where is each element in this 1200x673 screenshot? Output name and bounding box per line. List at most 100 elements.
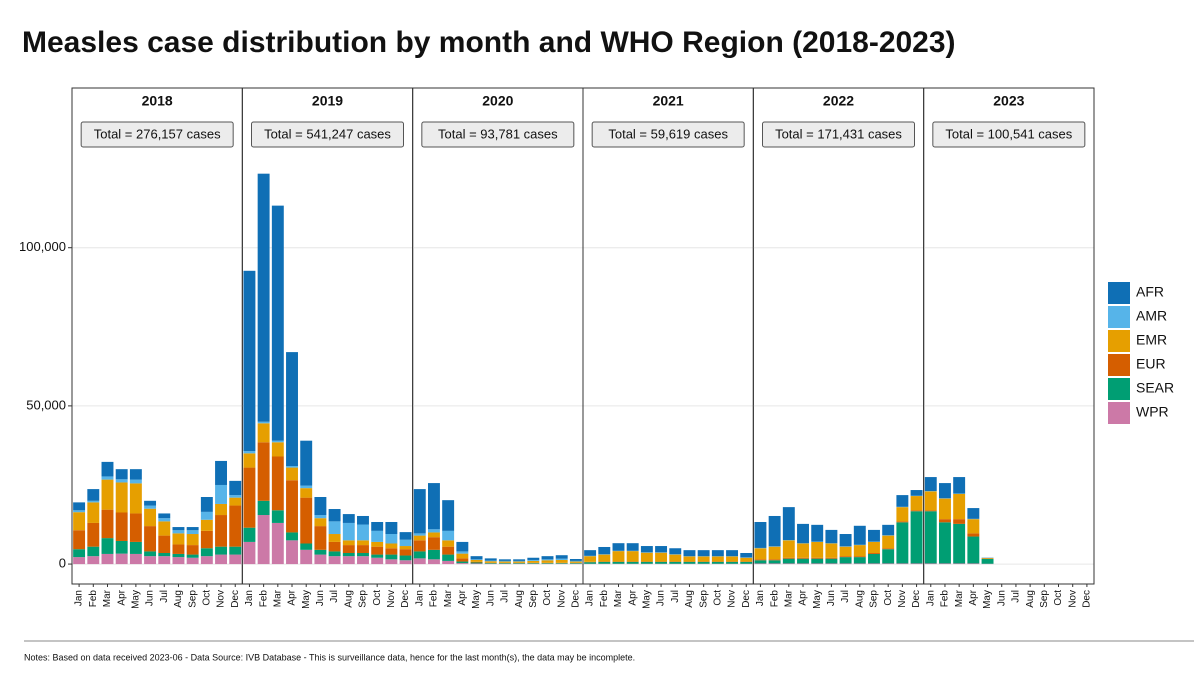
bar-segment	[158, 535, 171, 553]
bar-segment	[797, 523, 809, 544]
bar-segment	[342, 514, 355, 523]
bar-segment	[73, 510, 86, 513]
bar-segment	[555, 555, 568, 559]
bar-segment	[87, 522, 100, 547]
bar-segment	[924, 491, 937, 511]
bar-segment	[101, 509, 114, 539]
bar-segment	[286, 467, 298, 481]
legend-swatch	[1108, 354, 1130, 376]
bar-segment	[172, 527, 185, 531]
x-tick-label: Feb	[429, 590, 440, 608]
x-tick-label: Dec	[1082, 590, 1093, 608]
x-tick-label: Jan	[74, 590, 85, 606]
x-tick-label: Feb	[88, 590, 99, 608]
bar-segment	[924, 563, 937, 565]
panel-title: 2020	[482, 93, 513, 109]
bar-segment	[342, 545, 355, 553]
annotation: Total = 93,781 cases	[438, 126, 558, 141]
bar-segment	[910, 563, 923, 565]
bar-segment	[612, 561, 625, 564]
bar-segment	[314, 549, 327, 555]
bar-segment	[115, 553, 128, 565]
bar-segment	[768, 546, 781, 560]
bar-segment	[967, 533, 980, 537]
x-tick-label: Dec	[571, 590, 582, 608]
bar-segment	[711, 550, 724, 557]
bar-segment	[243, 527, 256, 542]
x-tick-label: May	[812, 590, 823, 609]
bar-segment	[257, 515, 270, 565]
bar-segment	[626, 561, 639, 564]
bar-segment	[527, 560, 540, 563]
bar-segment	[399, 539, 412, 547]
bar-segment	[186, 557, 199, 565]
bar-segment	[286, 540, 298, 565]
bar-segment	[896, 495, 909, 507]
bar-segment	[853, 545, 866, 557]
bar-segment	[811, 557, 824, 559]
bar-segment	[314, 515, 327, 519]
bar-segment	[144, 508, 157, 527]
bar-segment	[144, 500, 157, 506]
panel-title: 2023	[993, 93, 1024, 109]
bar-segment	[896, 507, 909, 522]
bar-segment	[513, 559, 526, 561]
bar-segment	[839, 563, 852, 565]
bar-segment	[229, 497, 242, 506]
bar-segment	[300, 543, 313, 550]
bar-segment	[328, 541, 341, 552]
bar-segment	[456, 541, 469, 552]
bar-segment	[243, 541, 256, 565]
x-tick-label: Aug	[343, 590, 354, 608]
bar-segment	[782, 563, 795, 565]
bar-segment	[910, 490, 923, 496]
bar-segment	[924, 511, 937, 564]
bar-segment	[726, 556, 739, 562]
bar-segment	[371, 541, 384, 547]
bar-segment	[215, 554, 228, 565]
bar-segment	[357, 556, 369, 565]
bar-segment	[427, 483, 440, 530]
bar-segment	[257, 500, 270, 516]
bar-segment	[584, 550, 597, 556]
bar-segment	[868, 552, 880, 554]
bar-segment	[427, 532, 440, 538]
bar-segment	[938, 519, 951, 523]
bar-segment	[271, 522, 284, 565]
bar-segment	[158, 518, 171, 522]
bar-segment	[839, 546, 852, 557]
bar-segment	[456, 558, 469, 562]
bar-segment	[953, 493, 966, 520]
bar-segment	[186, 530, 199, 535]
bar-segment	[598, 561, 611, 564]
bar-segment	[385, 548, 398, 555]
bar-segment	[541, 559, 554, 561]
x-tick-label: Mar	[783, 589, 794, 607]
x-tick-label: Mar	[613, 589, 624, 607]
panel-title: 2019	[312, 93, 343, 109]
legend-label: EMR	[1136, 332, 1167, 348]
x-tick-label: Mar	[272, 589, 283, 607]
x-tick-label: Jun	[656, 590, 667, 606]
x-tick-label: Feb	[599, 590, 610, 608]
legend-swatch	[1108, 378, 1130, 400]
bar-segment	[555, 559, 568, 563]
bar-segment	[129, 553, 142, 565]
bar-segment	[442, 500, 455, 531]
bar-segment	[498, 563, 511, 564]
bar-segment	[896, 521, 909, 523]
x-tick-label: Sep	[528, 590, 539, 608]
bar-segment	[754, 563, 767, 565]
bar-segment	[357, 545, 369, 553]
bar-segment	[726, 561, 739, 564]
bar-segment	[200, 548, 213, 557]
x-tick-label: Apr	[798, 589, 809, 605]
bar-segment	[129, 479, 142, 484]
legend-swatch	[1108, 402, 1130, 424]
bar-segment	[399, 549, 412, 556]
bar-segment	[186, 554, 199, 558]
bar-segment	[427, 549, 440, 560]
bar-segment	[669, 554, 682, 562]
bar-segment	[215, 515, 228, 547]
bar-segment	[271, 456, 284, 511]
